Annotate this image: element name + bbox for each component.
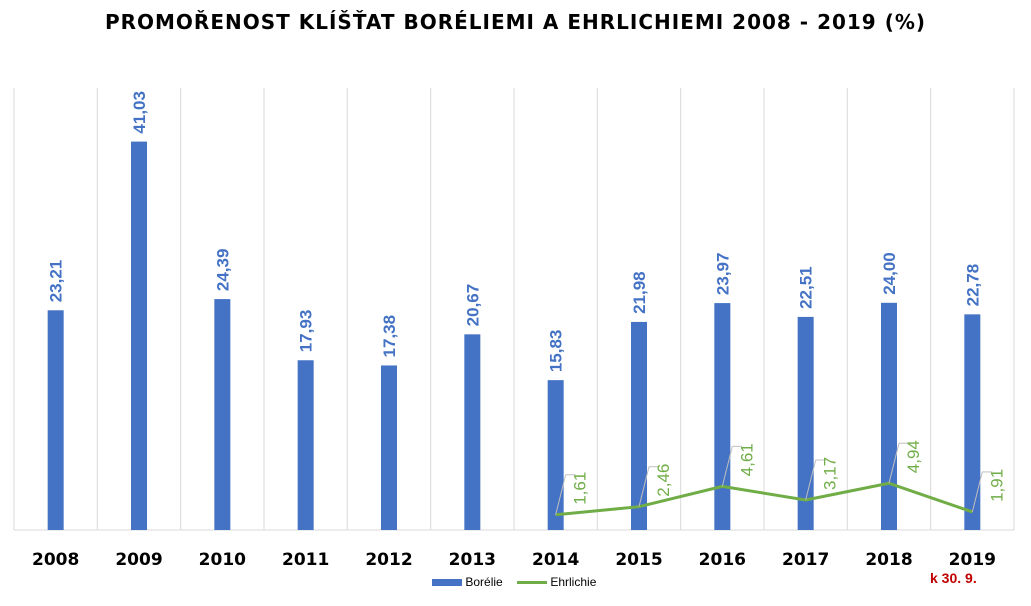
x-tick-label: 2016: [699, 550, 746, 570]
bar-2014: [547, 380, 564, 530]
bar-2017: [797, 316, 814, 530]
legend-swatch-ehrlichie: [517, 581, 547, 585]
line-label-2014: 1,61: [571, 472, 590, 505]
bar-2018: [881, 302, 897, 530]
x-tick-label: 2010: [199, 550, 246, 570]
legend-item-borelie: Borélie: [432, 575, 503, 589]
leader-line: [971, 471, 983, 513]
x-tick-label: 2012: [365, 550, 412, 570]
x-tick-label: 2015: [615, 550, 662, 570]
bar-2015: [631, 321, 647, 530]
x-tick-label: 2014: [532, 550, 579, 570]
line-label-2018: 4,94: [904, 440, 923, 473]
bar-2013: [464, 334, 481, 530]
bar-2011: [297, 360, 314, 530]
date-note: k 30. 9.: [930, 570, 977, 586]
chart-title: PROMOŘENOST KLÍŠŤAT BORÉLIEMI A EHRLICHI…: [104, 10, 927, 34]
bar-2016: [714, 303, 731, 530]
x-tick-label: 2008: [32, 550, 79, 570]
bar-label-2019: 22,78: [963, 264, 982, 307]
legend-item-ehrlichie: Ehrlichie: [517, 575, 596, 589]
bar-2012: [381, 365, 397, 530]
legend-label-ehrlichie: Ehrlichie: [550, 575, 597, 589]
leader-line: [555, 474, 567, 515]
leader-line: [805, 459, 817, 501]
x-tick-label: 2011: [282, 550, 329, 570]
x-tick-label: 2013: [449, 550, 496, 570]
bar-label-2012: 17,38: [380, 315, 399, 358]
bar-2010: [214, 299, 231, 530]
leader-line: [638, 466, 650, 507]
bar-label-2008: 23,21: [47, 260, 66, 303]
bar-label-2011: 17,93: [297, 310, 316, 353]
x-tick-label: 2017: [782, 550, 829, 570]
x-tick-label: 2018: [865, 550, 912, 570]
leader-line: [888, 443, 900, 484]
bar-label-2009: 41,03: [130, 91, 149, 134]
line-label-2016: 4,61: [737, 443, 756, 476]
leader-line: [721, 446, 733, 487]
line-label-2019: 1,91: [987, 469, 1006, 502]
bar-label-2016: 23,97: [713, 253, 732, 296]
line-label-2017: 3,17: [821, 457, 840, 490]
bar-label-2017: 22,51: [797, 266, 816, 309]
line-ehrlichie: [555, 481, 973, 517]
legend-swatch-borelie: [432, 579, 462, 587]
legend-label-borelie: Borélie: [465, 575, 503, 589]
bar-2009: [131, 141, 147, 530]
bar-2019: [964, 314, 981, 530]
bar-label-2018: 24,00: [880, 252, 899, 295]
bar-label-2014: 15,83: [547, 330, 566, 373]
x-tick-label: 2019: [949, 550, 996, 570]
bar-label-2015: 21,98: [630, 271, 649, 314]
bar-label-2010: 24,39: [213, 249, 232, 292]
bar-label-2013: 20,67: [463, 284, 482, 327]
x-tick-label: 2009: [115, 550, 162, 570]
bar-2008: [47, 310, 64, 530]
line-label-2015: 2,46: [654, 464, 673, 497]
